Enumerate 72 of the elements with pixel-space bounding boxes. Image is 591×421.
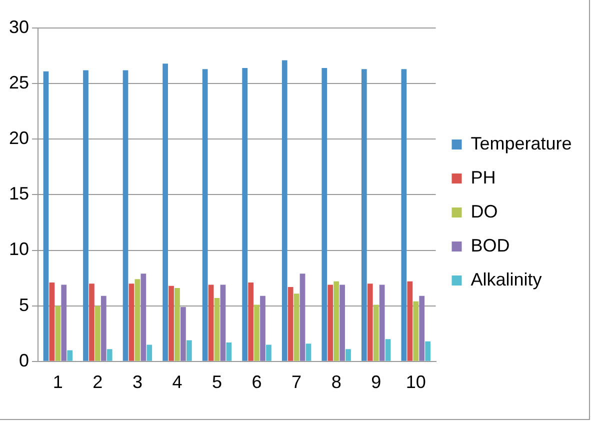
bar — [361, 69, 367, 361]
bar — [67, 350, 73, 361]
bar — [100, 296, 106, 361]
x-tick-label: 3 — [132, 372, 142, 392]
legend-label: Alkalinity — [470, 269, 542, 290]
bar — [226, 342, 232, 361]
bar — [260, 296, 266, 361]
bar — [306, 344, 312, 361]
y-tick-label: 25 — [8, 72, 30, 93]
bar — [174, 288, 180, 361]
bar — [425, 341, 430, 361]
bar — [220, 284, 226, 361]
bar — [140, 274, 146, 361]
legend-label: PH — [470, 167, 496, 188]
bar — [122, 70, 128, 361]
bar — [328, 284, 334, 361]
bar — [146, 344, 152, 361]
legend-label: Temperature — [470, 133, 572, 154]
bar — [300, 274, 306, 361]
bar — [106, 349, 112, 361]
bar — [94, 306, 100, 361]
bar — [202, 69, 208, 361]
bar — [134, 279, 140, 361]
x-tick-label: 7 — [292, 372, 302, 392]
bar — [49, 282, 55, 361]
bar — [407, 281, 413, 361]
x-tick-label: 5 — [212, 372, 222, 392]
bar — [43, 71, 49, 361]
bar — [168, 286, 174, 361]
x-tick-label: 6 — [252, 372, 262, 392]
bar — [55, 306, 61, 361]
bar — [401, 69, 407, 361]
x-tick-label: 4 — [172, 372, 182, 392]
x-tick-label: 10 — [406, 372, 426, 392]
bar — [83, 70, 88, 361]
bar — [128, 284, 134, 361]
y-tick-label: 10 — [8, 239, 30, 260]
bar — [242, 68, 248, 361]
bar — [379, 284, 385, 361]
legend-label: BOD — [470, 235, 510, 256]
bar — [294, 294, 300, 361]
bar — [180, 306, 186, 361]
y-tick-label: 30 — [8, 16, 30, 37]
bar — [346, 349, 351, 361]
x-tick-label: 9 — [371, 372, 382, 392]
bar — [89, 284, 94, 361]
bar — [413, 301, 419, 361]
bar — [186, 340, 192, 361]
legend-label: DO — [470, 201, 498, 222]
bar — [340, 284, 345, 361]
bar — [288, 286, 294, 361]
x-tick-label: 8 — [331, 372, 342, 392]
bar — [254, 304, 260, 361]
bar — [162, 64, 168, 361]
bar — [248, 282, 254, 361]
bar — [214, 298, 220, 361]
bar — [61, 284, 67, 361]
bar — [334, 281, 340, 361]
y-tick-label: 15 — [8, 184, 30, 204]
bar — [419, 296, 425, 361]
x-tick-label: 2 — [92, 372, 103, 392]
bar — [322, 68, 328, 361]
bar — [208, 284, 214, 361]
y-tick-label: 20 — [8, 128, 30, 148]
y-tick-label: 5 — [19, 294, 30, 315]
y-tick-label: 0 — [19, 350, 30, 370]
bar — [385, 339, 391, 361]
bar — [373, 304, 379, 361]
x-tick-label: 1 — [52, 372, 63, 392]
bar — [266, 344, 272, 361]
bar — [367, 284, 373, 361]
bar — [282, 60, 288, 361]
